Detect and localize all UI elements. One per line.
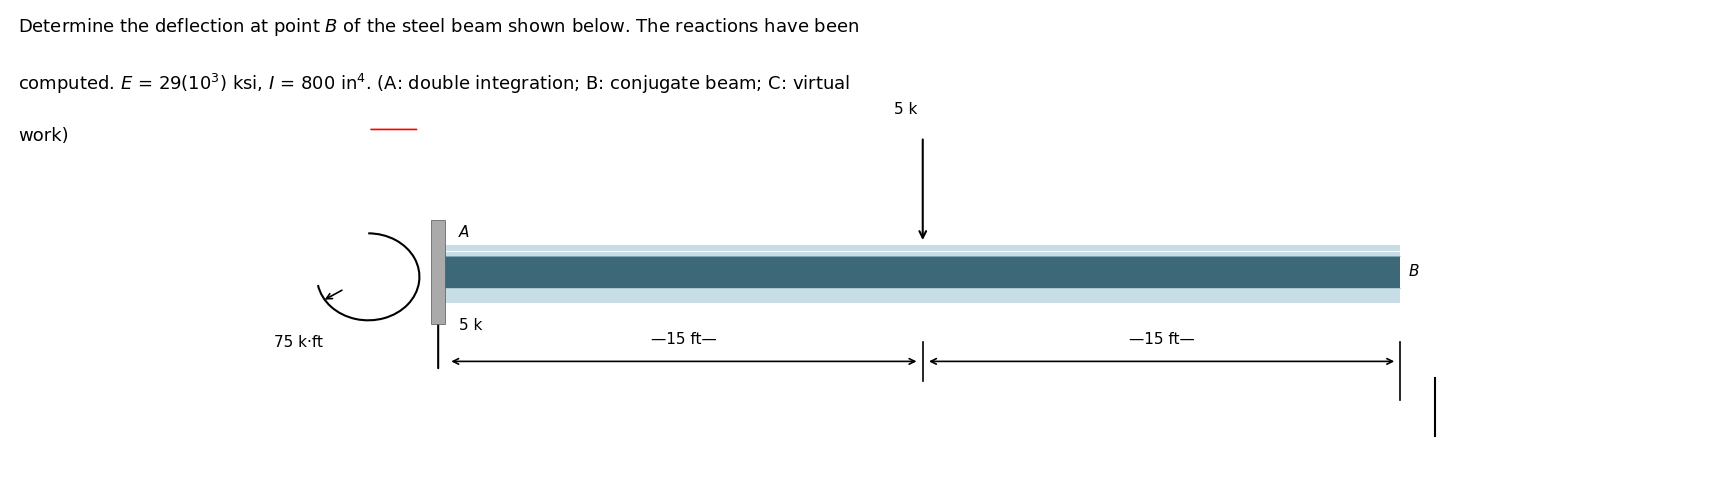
Text: Determine the deflection at point $B$ of the steel beam shown below. The reactio: Determine the deflection at point $B$ of…	[19, 16, 860, 38]
Text: 5 k: 5 k	[894, 103, 918, 117]
Text: —15 ft—: —15 ft—	[1128, 332, 1195, 347]
FancyBboxPatch shape	[444, 245, 1400, 256]
Text: work): work)	[19, 127, 68, 145]
Text: computed. $E$ = 29(10$^3$) ksi, $I$ = 800 in$^4$. (A: double integration; B: con: computed. $E$ = 29(10$^3$) ksi, $I$ = 80…	[19, 71, 851, 96]
Text: 5 k: 5 k	[458, 318, 482, 333]
FancyBboxPatch shape	[444, 288, 1400, 303]
Bar	[431, 220, 444, 324]
Text: 75 k·ft: 75 k·ft	[275, 335, 323, 350]
FancyBboxPatch shape	[444, 256, 1400, 288]
Text: B: B	[1408, 264, 1420, 279]
Text: A: A	[458, 226, 468, 241]
Text: —15 ft—: —15 ft—	[651, 332, 716, 347]
